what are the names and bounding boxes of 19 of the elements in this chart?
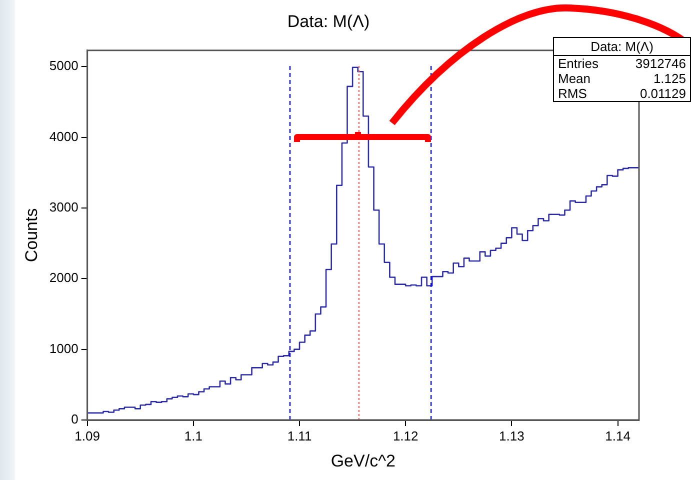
x-tick-label: 1.11: [287, 428, 312, 444]
chart-title: Data: M(Λ): [287, 12, 370, 31]
x-tick-label: 1.12: [392, 428, 418, 444]
y-axis-title: Counts: [22, 208, 41, 262]
y-tick-label: 2000: [49, 270, 78, 286]
y-tick-label: 3000: [49, 200, 78, 215]
y-tick-label: 5000: [49, 58, 78, 74]
x-axis-title: GeV/c^2: [330, 451, 396, 470]
text: Entries 3912746: [558, 56, 686, 71]
y-tick-label: 1000: [49, 340, 78, 356]
x-tick-label: 1.14: [605, 428, 630, 444]
y-tick-label: 4000: [49, 128, 78, 144]
y-tick-label: 0: [71, 412, 78, 427]
text: RMS 0.01129: [558, 86, 686, 101]
x-tick-label: 1.13: [499, 428, 524, 444]
x-tick-label: 1.1: [184, 428, 202, 444]
x-tick-label: 1.09: [74, 428, 100, 444]
text: Mean 1.125: [558, 71, 686, 86]
annotation: Data: M(Λ): [554, 38, 690, 56]
